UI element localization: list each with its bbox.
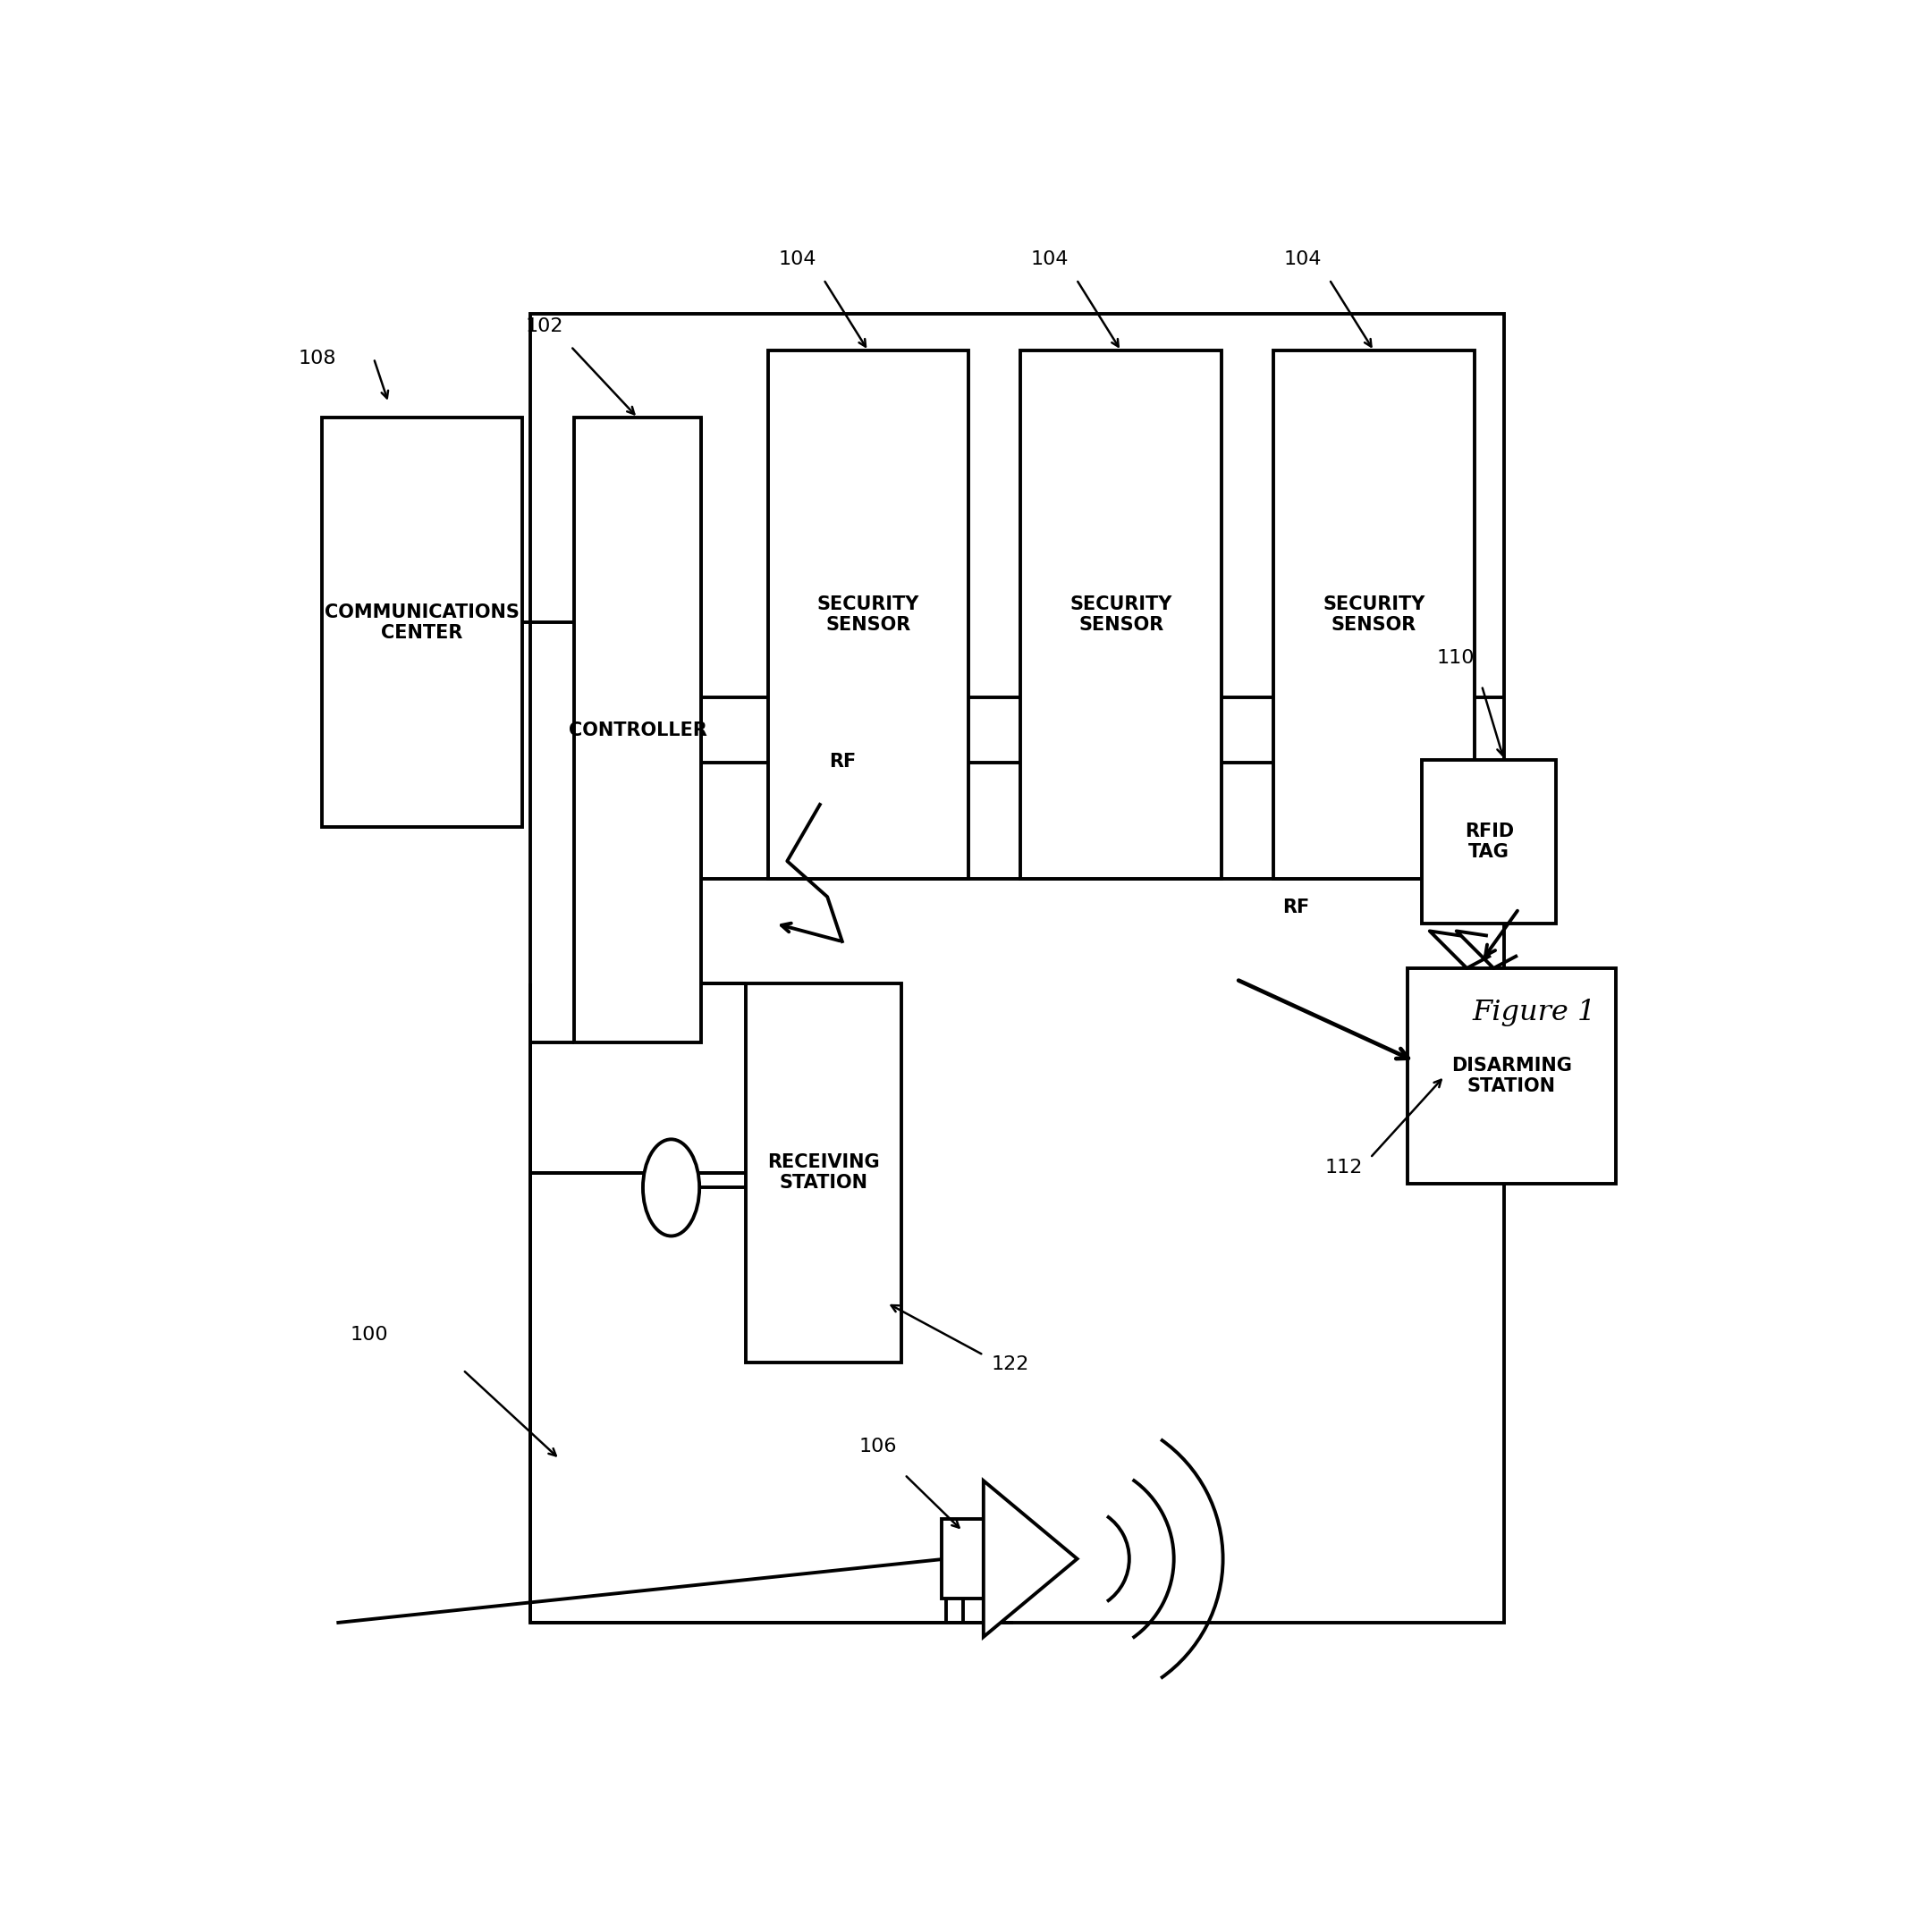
Bar — [322, 417, 522, 827]
Text: RFID
TAG: RFID TAG — [1464, 823, 1514, 862]
Text: 104: 104 — [779, 251, 816, 269]
Text: 122: 122 — [990, 1356, 1029, 1374]
Text: RF: RF — [829, 753, 856, 771]
Text: 102: 102 — [526, 317, 564, 334]
Text: DISARMING
STATION: DISARMING STATION — [1451, 1057, 1572, 1095]
Bar — [574, 417, 700, 1043]
Bar — [746, 983, 902, 1362]
Text: SECURITY
SENSOR: SECURITY SENSOR — [817, 595, 919, 634]
Text: SECURITY
SENSOR: SECURITY SENSOR — [1071, 595, 1173, 634]
Text: RF: RF — [1282, 898, 1309, 916]
Text: SECURITY
SENSOR: SECURITY SENSOR — [1322, 595, 1426, 634]
Bar — [1274, 352, 1474, 879]
Bar — [1021, 352, 1222, 879]
Text: COMMUNICATIONS
CENTER: COMMUNICATIONS CENTER — [324, 603, 520, 641]
Bar — [1407, 968, 1616, 1184]
Bar — [1422, 759, 1556, 923]
Text: RECEIVING
STATION: RECEIVING STATION — [768, 1153, 879, 1192]
Text: 104: 104 — [1031, 251, 1069, 269]
Polygon shape — [983, 1480, 1077, 1636]
Text: 108: 108 — [299, 350, 336, 367]
Bar — [530, 313, 1504, 1623]
Ellipse shape — [643, 1140, 699, 1236]
Bar — [942, 1519, 984, 1598]
Text: 104: 104 — [1284, 251, 1322, 269]
Text: Figure 1: Figure 1 — [1472, 999, 1595, 1026]
Bar — [768, 352, 969, 879]
Text: 106: 106 — [860, 1437, 898, 1457]
Text: 100: 100 — [351, 1325, 388, 1345]
Text: CONTROLLER: CONTROLLER — [568, 721, 706, 740]
Text: 110: 110 — [1435, 649, 1474, 667]
Text: 112: 112 — [1324, 1159, 1362, 1177]
